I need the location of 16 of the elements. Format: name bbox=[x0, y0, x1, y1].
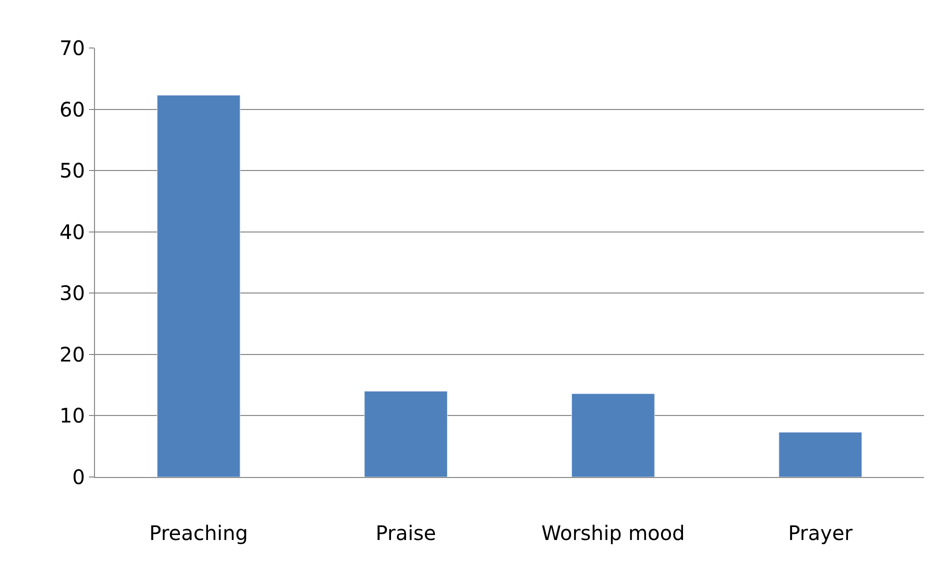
y-tick-label: 40 bbox=[60, 220, 85, 244]
bar bbox=[571, 393, 655, 477]
bar bbox=[778, 432, 862, 477]
x-tick-label: Praise bbox=[376, 521, 436, 545]
y-tick-label: 10 bbox=[60, 404, 85, 428]
x-tick-label: Prayer bbox=[788, 521, 854, 545]
bar bbox=[364, 390, 448, 477]
x-tick-label: Worship mood bbox=[541, 521, 685, 545]
y-tick-label: 50 bbox=[60, 158, 85, 183]
bar bbox=[156, 94, 240, 477]
y-tick-label: 20 bbox=[60, 342, 85, 366]
y-tick-label: 0 bbox=[72, 465, 85, 489]
x-tick-label: Preaching bbox=[149, 521, 248, 545]
y-tick-label: 70 bbox=[60, 36, 85, 60]
y-tick-label: 60 bbox=[60, 97, 85, 122]
y-tick-label: 30 bbox=[60, 281, 85, 306]
